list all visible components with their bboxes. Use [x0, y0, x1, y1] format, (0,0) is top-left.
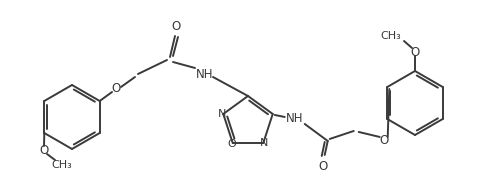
Text: CH₃: CH₃ — [380, 31, 401, 41]
Text: NH: NH — [196, 68, 214, 81]
Text: O: O — [112, 82, 121, 95]
Text: O: O — [39, 144, 49, 157]
Text: NH: NH — [286, 113, 304, 126]
Text: CH₃: CH₃ — [52, 160, 72, 170]
Text: O: O — [318, 160, 327, 173]
Text: O: O — [227, 139, 236, 149]
Text: N: N — [260, 138, 268, 148]
Text: O: O — [172, 20, 181, 33]
Text: O: O — [379, 134, 388, 147]
Text: N: N — [218, 109, 227, 119]
Text: O: O — [410, 46, 420, 59]
